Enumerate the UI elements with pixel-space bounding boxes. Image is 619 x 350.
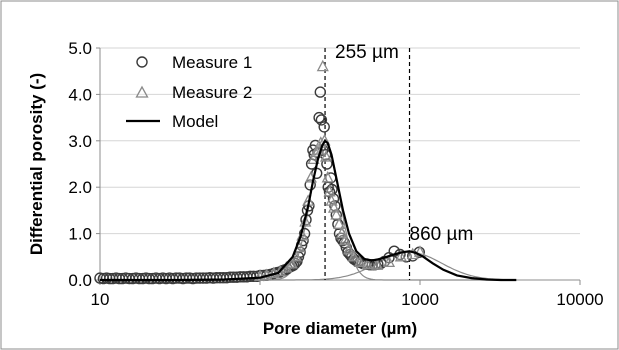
series-measure-2	[253, 59, 427, 281]
data-point-measure-2	[307, 152, 320, 165]
data-point-measure-2	[333, 217, 346, 229]
x-tick-labels: 10 100 1000 10000	[91, 280, 604, 309]
data-point-measure-2	[342, 242, 356, 255]
x-tick-label: 100	[246, 290, 274, 309]
data-point-measure-2	[361, 257, 374, 270]
x-tick-label: 10000	[556, 290, 603, 309]
y-tick-labels: 0.0 1.0 2.0 3.0 4.0 5.0	[68, 39, 100, 290]
data-point-measure-2	[394, 249, 407, 262]
data-point-measure-2	[347, 249, 360, 262]
data-point-measure-1	[314, 86, 326, 98]
y-tick-label: 1.0	[68, 225, 92, 244]
legend-label-measure-1: Measure 1	[172, 53, 252, 72]
data-point-measure-1	[318, 121, 330, 133]
x-tick-label: 10	[91, 290, 110, 309]
legend-marker-measure-1	[136, 56, 148, 68]
peak-label-1: 860 µm	[410, 224, 474, 245]
legend-label-measure-2: Measure 2	[172, 83, 252, 102]
data-point-measure-1	[315, 114, 328, 126]
data-point-measure-2	[285, 256, 298, 269]
y-tick-label: 5.0	[68, 39, 92, 58]
grid	[100, 47, 580, 235]
data-point-measure-2	[330, 208, 343, 220]
model-line	[100, 139, 517, 282]
legend-label-model: Model	[172, 112, 218, 131]
legend-marker-measure-2	[135, 85, 149, 98]
peak-label-0: 255 µm	[335, 42, 399, 63]
peak-annotations: 255 µm 860 µm	[324, 42, 474, 280]
data-point-measure-2	[382, 255, 396, 268]
data-point-measure-1	[298, 227, 311, 240]
legend: Measure 1 Measure 2 Model	[126, 53, 252, 131]
data-point-measure-2	[316, 59, 329, 72]
y-tick-label: 0.0	[68, 271, 92, 290]
data-point-measure-2	[321, 171, 334, 183]
y-tick-label: 4.0	[68, 85, 92, 104]
data-point-measure-2	[323, 184, 336, 197]
data-point-measure-2	[320, 150, 333, 162]
data-point-measure-1	[388, 245, 400, 257]
y-axis-title: Differential porosity (-)	[27, 73, 46, 255]
data-point-measure-1	[313, 111, 325, 124]
y-tick-label: 3.0	[68, 132, 92, 151]
x-axis-title: Pore diameter (µm)	[263, 319, 417, 338]
y-tick-label: 2.0	[68, 178, 92, 197]
data-point-measure-2	[338, 233, 352, 246]
x-tick-label: 1000	[401, 290, 439, 309]
data-point-measure-2	[371, 258, 384, 270]
data-point-measure-1	[321, 158, 333, 170]
data-point-measure-2	[353, 255, 366, 268]
series-model	[100, 139, 517, 282]
